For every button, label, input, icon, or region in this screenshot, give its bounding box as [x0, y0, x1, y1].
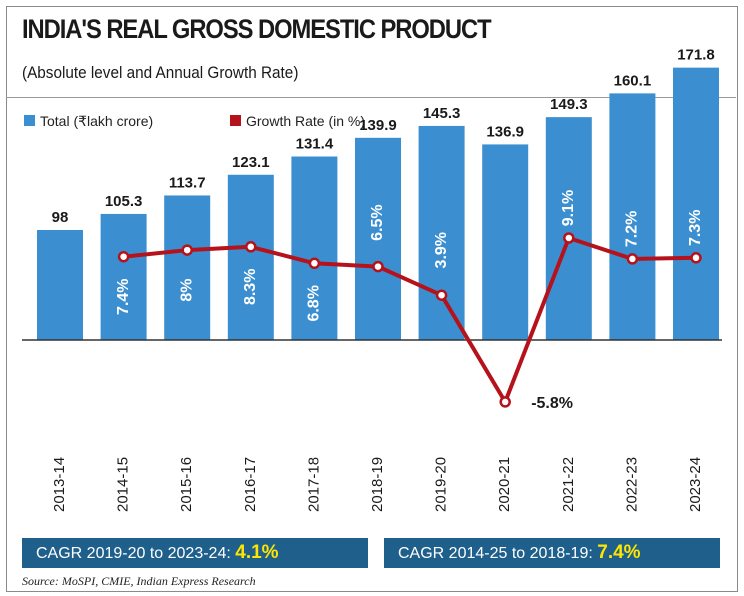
- bar: [355, 137, 401, 340]
- cagr-2014-19-box: CAGR 2014-25 to 2018-19: 7.4%: [384, 538, 720, 568]
- bar: [164, 195, 211, 340]
- cagr-2019-24-box: CAGR 2019-20 to 2023-24: 4.1%: [22, 538, 368, 568]
- legend-total-label: Total (₹lakh crore): [40, 113, 153, 129]
- growth-point: [563, 232, 575, 244]
- data-labels: 98 105.3 113.7 123.1 131.4 139.9 145.3 136.9 149…: [52, 47, 715, 412]
- chart-title: INDIA'S REAL GROSS DOMESTIC PRODUCT: [22, 14, 492, 44]
- x-tick-label: 2021-22: [560, 457, 577, 512]
- legend-total-swatch: [24, 115, 35, 126]
- bar: [482, 144, 529, 340]
- bar: [100, 213, 147, 340]
- x-tick-label: 2015-16: [178, 457, 195, 512]
- bar-value-label: 131.4: [296, 136, 334, 153]
- growth-value-label: 7.4%: [115, 278, 132, 314]
- x-tick-label: 2019-20: [433, 457, 450, 512]
- x-tick-label: 2014-15: [115, 457, 132, 512]
- x-tick-label: 2020-21: [496, 457, 513, 512]
- growth-line: [123, 236, 697, 404]
- x-tick-label: 2022-23: [623, 457, 640, 512]
- bar-value-label: 105.3: [105, 193, 143, 210]
- header-divider: [6, 97, 736, 98]
- growth-point: [181, 244, 193, 256]
- cagr-2014-19-label: CAGR 2014-25 to 2018-19:: [398, 545, 593, 562]
- growth-value-label: 3.9%: [433, 232, 450, 268]
- growth-value-label: 8.3%: [242, 269, 259, 305]
- bar-value-label: 113.7: [169, 174, 206, 191]
- growth-value-label: 7.2%: [624, 211, 641, 247]
- bar-series: [37, 67, 719, 340]
- bar-value-label: 149.3: [550, 96, 588, 113]
- bar: [418, 125, 465, 340]
- growth-value-label: -5.8%: [531, 395, 573, 412]
- growth-point: [499, 396, 511, 408]
- cagr-2014-19-value: 7.4%: [597, 542, 641, 563]
- bar-value-label: 171.8: [677, 47, 715, 64]
- bar: [37, 230, 83, 340]
- growth-point: [690, 252, 702, 264]
- bar: [673, 67, 719, 340]
- growth-point: [372, 260, 384, 273]
- chart-subtitle: (Absolute level and Annual Growth Rate): [22, 63, 299, 82]
- x-tick-label: 2017-18: [305, 457, 322, 512]
- bar-value-label: 160.1: [614, 72, 652, 89]
- bar-value-label: 123.1: [232, 154, 270, 171]
- source-note: Source: MoSPI, CMIE, Indian Express Rese…: [22, 574, 256, 588]
- bar: [227, 174, 274, 340]
- growth-value-label: 9.1%: [560, 190, 577, 226]
- x-tick-labels: 2013-14 2014-15 2015-16 2016-17 2017-18 2018-…: [51, 457, 704, 512]
- x-tick-label: 2018-19: [369, 457, 386, 512]
- bar: [609, 93, 656, 340]
- x-tick-label: 2016-17: [242, 457, 259, 512]
- legend-growth-swatch: [230, 115, 241, 126]
- growth-value-label: 6.8%: [306, 285, 323, 321]
- growth-value-label: 8%: [178, 279, 195, 302]
- x-tick-label: 2023-24: [687, 457, 704, 512]
- legend-growth-label: Growth Rate (in %): [246, 113, 365, 129]
- growth-point: [117, 250, 130, 263]
- bar: [291, 156, 338, 340]
- growth-point: [435, 289, 448, 301]
- growth-point: [626, 253, 639, 265]
- bar-value-label: 139.9: [359, 117, 397, 134]
- cagr-2019-24-label: CAGR 2019-20 to 2023-24:: [36, 545, 231, 562]
- bar-value-label: 136.9: [486, 123, 524, 140]
- growth-value-label: 7.3%: [687, 210, 704, 246]
- growth-point: [308, 257, 321, 270]
- growth-point: [245, 241, 257, 253]
- bar-value-label: 145.3: [423, 105, 461, 122]
- cagr-2019-24-value: 4.1%: [235, 542, 279, 563]
- legend: Total (₹lakh crore) Growth Rate (in %): [24, 113, 365, 129]
- growth-value-label: 6.5%: [369, 204, 386, 240]
- bar: [545, 117, 592, 340]
- x-tick-label: 2013-14: [51, 457, 68, 512]
- bar-value-label: 98: [52, 209, 69, 226]
- growth-line-series: [117, 232, 702, 408]
